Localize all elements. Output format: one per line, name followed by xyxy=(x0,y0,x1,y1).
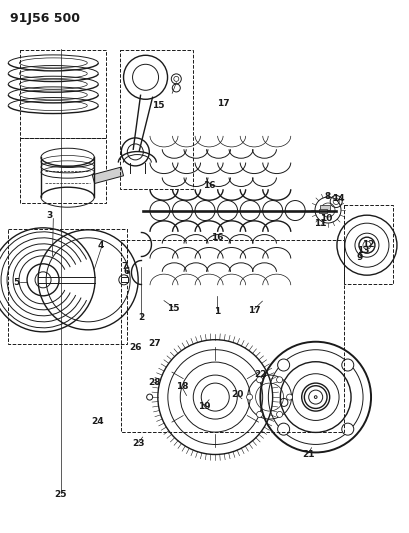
Bar xyxy=(121,277,128,282)
Text: 16: 16 xyxy=(211,233,223,241)
Text: 18: 18 xyxy=(176,383,188,391)
Circle shape xyxy=(341,359,353,371)
Text: 14: 14 xyxy=(331,194,344,203)
Bar xyxy=(20,50,106,138)
Circle shape xyxy=(277,423,289,435)
Circle shape xyxy=(246,394,252,400)
Text: 22: 22 xyxy=(254,370,266,378)
Circle shape xyxy=(276,411,282,417)
Bar xyxy=(92,167,123,183)
Bar xyxy=(344,205,392,284)
Text: 7: 7 xyxy=(121,262,128,271)
Circle shape xyxy=(277,359,289,371)
Circle shape xyxy=(276,377,282,383)
Text: 19: 19 xyxy=(198,402,210,410)
Text: 17: 17 xyxy=(247,306,260,314)
Bar xyxy=(319,205,329,210)
Text: 16: 16 xyxy=(202,181,215,190)
Bar xyxy=(119,50,192,189)
Circle shape xyxy=(341,423,353,435)
Text: 9: 9 xyxy=(356,253,362,262)
Text: 25: 25 xyxy=(54,490,67,499)
Text: 91J56 500: 91J56 500 xyxy=(10,12,80,25)
Text: 15: 15 xyxy=(151,101,164,110)
Circle shape xyxy=(256,377,262,383)
Text: 3: 3 xyxy=(46,212,52,220)
Text: 15: 15 xyxy=(166,304,179,312)
Bar xyxy=(121,240,344,432)
Text: 23: 23 xyxy=(132,439,144,448)
Text: 17: 17 xyxy=(217,99,229,108)
Bar xyxy=(8,229,127,344)
Text: 26: 26 xyxy=(129,343,141,352)
Text: 21: 21 xyxy=(301,450,314,458)
Text: 13: 13 xyxy=(356,246,369,255)
Circle shape xyxy=(256,411,262,417)
Text: 5: 5 xyxy=(13,278,20,287)
Bar xyxy=(20,138,106,203)
Text: 6: 6 xyxy=(124,268,130,276)
Text: 8: 8 xyxy=(323,192,330,200)
Text: 10: 10 xyxy=(319,214,331,223)
Circle shape xyxy=(286,394,292,400)
Text: 4: 4 xyxy=(97,241,103,249)
Text: 24: 24 xyxy=(91,417,103,425)
Text: 28: 28 xyxy=(148,378,161,387)
Text: 11: 11 xyxy=(314,220,326,228)
Bar xyxy=(318,209,326,214)
Text: 27: 27 xyxy=(148,340,161,348)
Text: 12: 12 xyxy=(361,240,373,248)
Text: 2: 2 xyxy=(138,313,144,321)
Text: 20: 20 xyxy=(231,390,243,399)
Text: 1: 1 xyxy=(213,308,220,316)
